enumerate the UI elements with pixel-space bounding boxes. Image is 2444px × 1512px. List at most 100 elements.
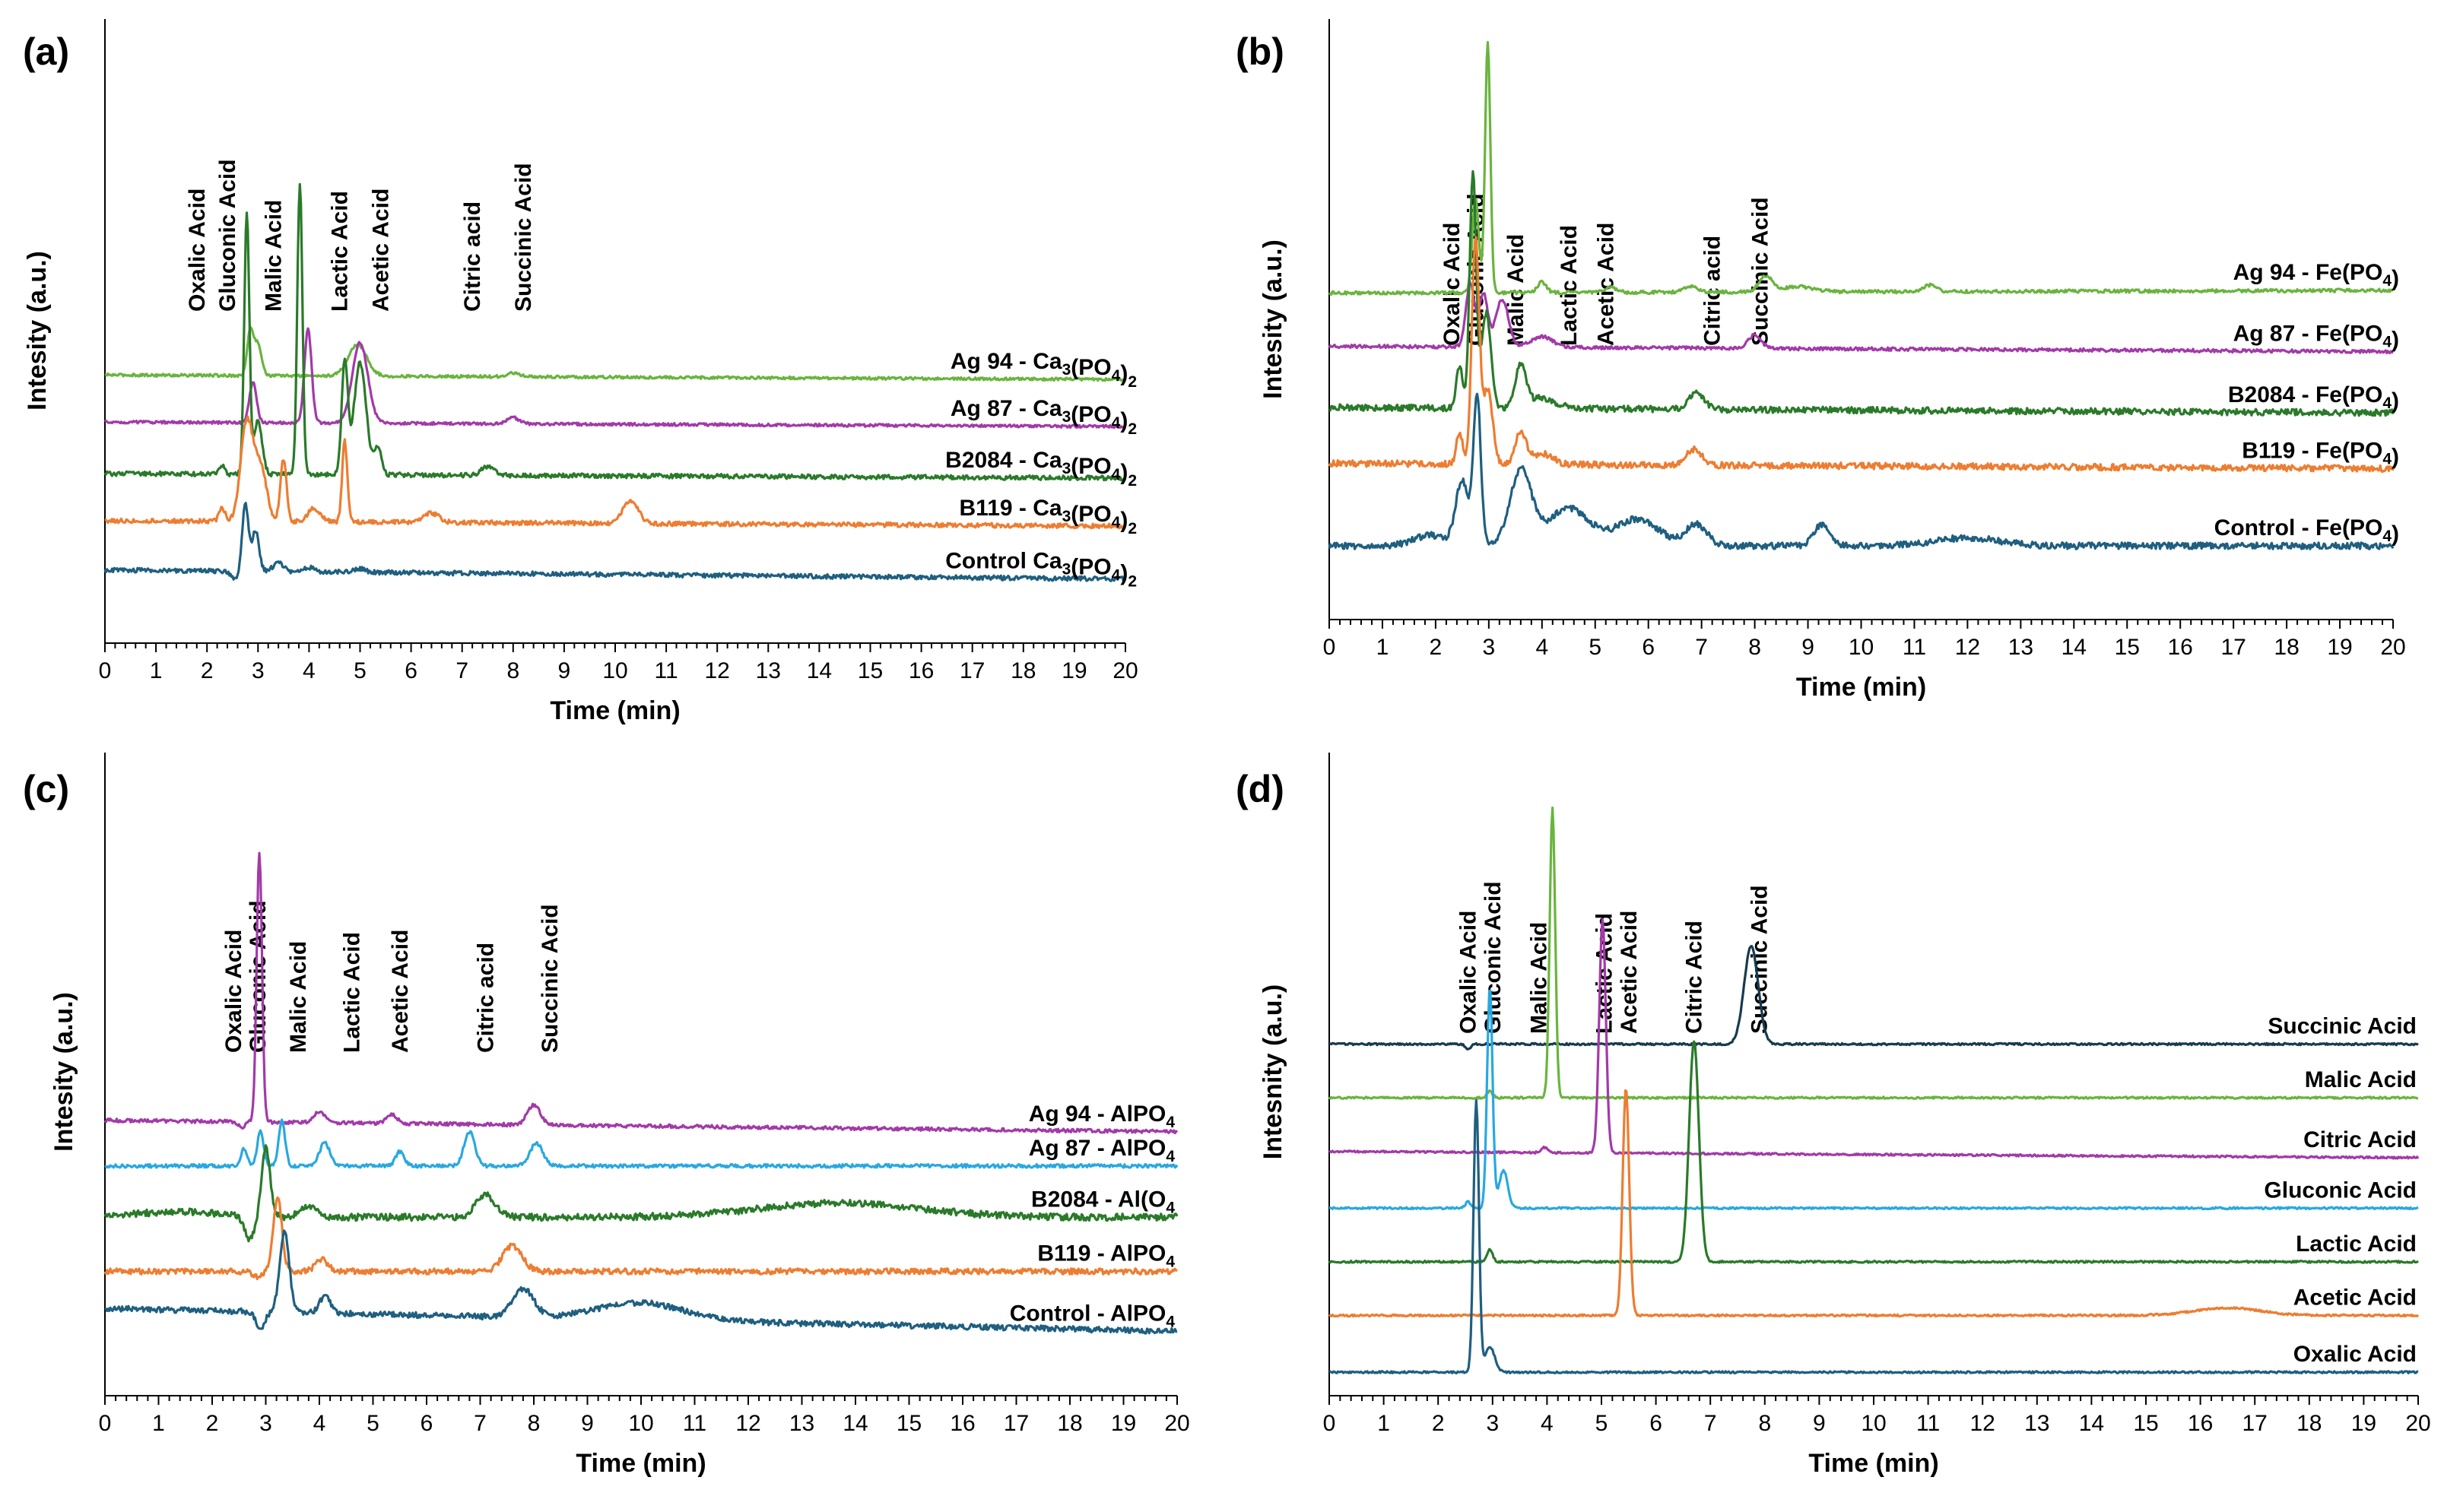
panel-letter: (a) [23,30,69,73]
panel-c: (c)0 1 2 3 4 5 6 7 8 9 10 11 12 13 14 15 16 17 18 19 20Time … [23,753,1190,1478]
x-tick-label: 20 [2380,635,2405,660]
x-tick-label: 14 [807,658,832,683]
series-line [1328,1089,2420,1318]
x-tick-label: 12 [1955,635,1980,660]
series-label: B2084 - Al(O4 [1031,1187,1175,1216]
series-line [104,1229,1178,1335]
x-tick-label: 2 [206,1411,219,1436]
series-line [103,327,1126,430]
x-tick-label: 3 [252,658,265,683]
x-tick-label: 5 [354,658,367,683]
x-tick-label: 4 [1541,1411,1554,1436]
x-tick-label: 10 [628,1411,653,1436]
x-tick-label: 15 [858,658,883,683]
series-line [1328,170,2395,417]
x-tick-label: 3 [1483,635,1496,660]
x-tick-label: 9 [581,1411,594,1436]
x-tick-label: 6 [421,1411,433,1436]
panel-letter: (c) [23,768,69,810]
x-tick-label: 17 [2242,1411,2268,1436]
series-label: Ag 87 - Ca3(PO4)2 [951,396,1137,438]
panel-d: (d)0 1 2 3 4 5 6 7 8 9 10 11 12 13 14 15 16 17 18 19 20Time … [1236,753,2431,1478]
x-tick-label: 20 [2405,1411,2430,1436]
peak-label: Gluconic Acid [215,159,240,312]
x-tick-label: 0 [1323,1411,1336,1436]
series-label: Succinic Acid [2268,1014,2417,1039]
peak-label: Citric Acid [1682,921,1707,1034]
x-tick-label: 11 [1916,1411,1940,1436]
x-tick-label: 13 [756,658,781,683]
series-line [1328,945,2419,1051]
peak-label: Succinic Acid [511,163,536,312]
panel-letter: (b) [1236,30,1284,73]
x-tick-label: 11 [683,1411,706,1436]
peak-label: Malic Acid [1503,234,1528,346]
series-line [104,1118,1179,1169]
series-line [104,326,1127,382]
series-label: B2084 - Ca3(PO4)2 [945,448,1137,490]
x-tick-label: 7 [1704,1411,1717,1436]
x-tick-label: 7 [455,658,468,683]
series-label: Ag 94 - Ca3(PO4)2 [951,349,1137,391]
series-line [1328,807,2419,1100]
series-line [1328,918,2420,1160]
series-label: Oxalic Acid [2293,1342,2417,1367]
x-tick-label: 18 [2296,1411,2322,1436]
x-tick-label: 4 [1535,635,1548,660]
y-axis-title: Intesity (a.u.) [1259,239,1287,399]
series-label: Malic Acid [2305,1067,2417,1092]
x-axis-title: Time (min) [1808,1449,1938,1478]
series-line [1328,989,2419,1211]
peak-label: Acetic Acid [368,189,393,312]
series-line [1328,1098,2419,1374]
x-axis-title: Time (min) [576,1449,706,1478]
x-tick-label: 4 [313,1411,326,1436]
peak-label: Lactic Acid [1557,225,1582,346]
series-line [103,1196,1178,1281]
x-tick-label: 4 [303,658,316,683]
x-tick-label: 0 [1323,635,1336,660]
x-tick-label: 1 [152,1411,165,1436]
x-tick-label: 18 [2274,635,2299,660]
peak-label: Citric acid [474,943,499,1053]
series-line [1328,392,2395,550]
x-tick-label: 19 [1111,1411,1136,1436]
x-tick-label: 19 [2327,635,2352,660]
x-tick-label: 6 [1649,1411,1662,1436]
x-tick-label: 17 [960,658,985,683]
series-label: B119 - AlPO4 [1037,1241,1175,1271]
series-line [103,182,1127,482]
series-line [103,1144,1179,1243]
x-tick-label: 10 [1849,635,1874,660]
x-tick-label: 7 [1695,635,1708,660]
x-tick-label: 11 [655,658,678,683]
x-tick-label: 16 [2188,1411,2213,1436]
x-tick-label: 10 [602,658,627,683]
y-axis-title: Intesity (a.u.) [49,992,78,1152]
x-tick-label: 17 [2220,635,2246,660]
panel-b: (b)0 1 2 3 4 5 6 7 8 9 10 11 12 13 14 15 16 17 18 19 20Time … [1236,19,2406,702]
x-tick-label: 6 [1642,635,1655,660]
x-tick-label: 8 [1748,635,1761,660]
peak-label: Succinic Acid [1747,885,1773,1034]
peak-label: Oxalic Acid [1439,223,1465,346]
x-tick-label: 20 [1164,1411,1189,1436]
series-label: Lactic Acid [2296,1231,2417,1257]
x-tick-label: 9 [558,658,571,683]
peak-label: Succinic Acid [538,904,563,1053]
series-label: B2084 - Fe(PO4) [2228,382,2399,414]
x-tick-label: 3 [1486,1411,1499,1436]
x-tick-label: 15 [2133,1411,2158,1436]
x-tick-label: 8 [528,1411,541,1436]
series-label: B119 - Fe(PO4) [2242,439,2399,470]
peak-label: Oxalic Acid [1456,911,1481,1034]
series-line [103,502,1127,582]
x-tick-label: 12 [1970,1411,1995,1436]
x-tick-label: 19 [1062,658,1087,683]
x-tick-label: 2 [201,658,214,683]
x-tick-label: 5 [367,1411,379,1436]
x-tick-label: 19 [2351,1411,2376,1436]
x-tick-label: 0 [99,1411,112,1436]
panel-letter: (d) [1236,768,1284,810]
